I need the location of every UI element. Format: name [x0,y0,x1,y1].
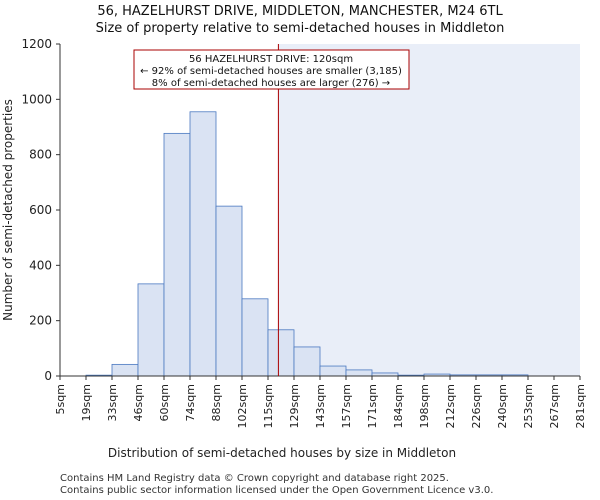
y-axis-label: Number of semi-detached properties [1,99,15,321]
x-tick-label-60sqm: 60sqm [158,384,171,421]
annotation-line-3: 8% of semi-detached houses are larger (2… [152,78,390,89]
x-tick-label-129sqm: 129sqm [288,384,301,428]
x-tick-label-46sqm: 46sqm [132,384,145,421]
x-tick-label-102sqm: 102sqm [236,384,249,428]
chart-subtitle: Size of property relative to semi-detach… [95,21,505,36]
x-tick-label-157sqm: 157sqm [340,384,353,428]
x-tick-label-226sqm: 226sqm [470,384,483,428]
y-tick-label-600: 600 [29,203,52,217]
x-tick-label-143sqm: 143sqm [314,384,327,428]
y-tick-label-0: 0 [44,369,52,383]
histogram-bar-157sqm [345,369,373,377]
histogram-chart: 0 200 400 600 800 1000 1200 5sqm 19sqm 33sqm 46sqm… [1,37,587,460]
x-tick-label-74sqm: 74sqm [184,384,197,421]
histogram-bar-33sqm [111,363,139,377]
histogram-bar-115sqm [267,329,295,377]
footer-copyright: Contains HM Land Registry data © Crown c… [60,473,449,484]
x-axis-label: Distribution of semi-detached houses by … [108,446,456,460]
footer-licence: Contains public sector information licen… [60,485,494,496]
x-tick-label-171sqm: 171sqm [366,384,379,428]
annotation-border [133,49,410,90]
x-tick-label-212sqm: 212sqm [444,384,457,428]
histogram-bar-129sqm [293,346,321,377]
x-tick-label-33sqm: 33sqm [106,384,119,421]
y-tick-label-400: 400 [29,258,52,272]
x-tick-label-115sqm: 115sqm [262,384,275,428]
annotation-line-2: ← 92% of semi-detached houses are smalle… [140,66,402,77]
histogram-bar-143sqm [319,365,347,377]
y-tick-label-1200: 1200 [21,37,52,51]
x-tick-label-281sqm: 281sqm [574,384,587,428]
x-tick-label-198sqm: 198sqm [418,384,431,428]
histogram-bar-102sqm [241,298,269,377]
annotation-box: 56 HAZELHURST DRIVE: 120sqm ← 92% of sem… [133,49,410,90]
y-tick-label-200: 200 [29,314,52,328]
x-tick-label-19sqm: 19sqm [80,384,93,421]
x-tick-label-88sqm: 88sqm [210,384,223,421]
chart-title: 56, HAZELHURST DRIVE, MIDDLETON, MANCHES… [97,4,503,19]
histogram-bar-88sqm [215,205,243,377]
y-tick-label-800: 800 [29,148,52,162]
histogram-bar-46sqm [137,283,165,377]
y-tick-label-1000: 1000 [21,92,52,106]
annotation-line-1: 56 HAZELHURST DRIVE: 120sqm [189,54,353,65]
x-tick-label-267sqm: 267sqm [548,384,561,428]
histogram-bar-74sqm [189,111,217,377]
x-tick-label-184sqm: 184sqm [392,384,405,428]
histogram-bar-60sqm [163,132,191,377]
x-tick-label-5sqm: 5sqm [54,384,67,414]
x-tick-label-253sqm: 253sqm [522,384,535,428]
x-tick-label-240sqm: 240sqm [496,384,509,428]
larger-region-highlight [278,44,580,376]
